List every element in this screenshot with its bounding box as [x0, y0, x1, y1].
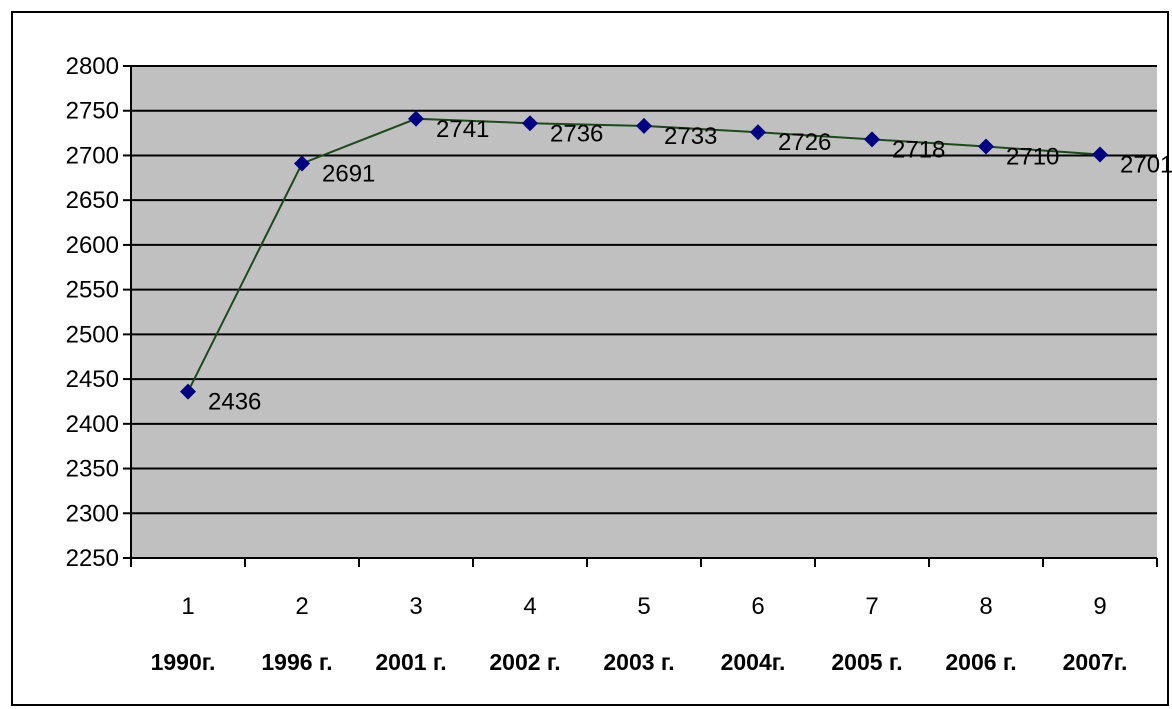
year-label: 2004г. — [721, 649, 786, 675]
year-label: 1990г. — [151, 649, 216, 675]
y-tick-label: 2750 — [66, 98, 119, 125]
data-point-marker — [522, 115, 538, 132]
year-label: 1996 г. — [261, 649, 332, 675]
x-tick-label: 3 — [409, 593, 422, 620]
data-point-marker — [1092, 146, 1108, 163]
axes — [123, 65, 1158, 567]
data-label: 2736 — [550, 120, 603, 147]
data-labels: 2436 2691 2741 2736 2733 2726 2718 2710 2701 — [208, 116, 1172, 416]
x-tick-label: 8 — [979, 593, 992, 620]
y-tick-label: 2450 — [66, 366, 119, 393]
data-label: 2710 — [1006, 144, 1059, 171]
year-label: 2003 г. — [603, 649, 674, 675]
year-label: 2001 г. — [375, 649, 446, 675]
data-label: 2436 — [208, 389, 261, 416]
y-tick-label: 2500 — [66, 321, 119, 348]
x-tick-label: 7 — [865, 593, 878, 620]
x-tick-label: 6 — [751, 593, 764, 620]
data-label: 2718 — [892, 136, 945, 163]
data-point-marker — [864, 131, 880, 148]
data-point-marker — [180, 383, 196, 400]
data-point-marker — [294, 155, 310, 172]
data-point-marker — [636, 117, 652, 134]
y-tick-label: 2350 — [66, 456, 119, 483]
y-tick-label: 2800 — [66, 53, 119, 80]
data-point-marker — [750, 124, 766, 141]
plot-area — [131, 66, 1157, 558]
data-point-marker — [978, 138, 994, 155]
y-tick-label: 2700 — [66, 142, 119, 169]
data-label: 2733 — [664, 123, 717, 150]
x-tick-label: 9 — [1093, 593, 1106, 620]
year-label: 2005 г. — [831, 649, 902, 675]
year-label: 2007г. — [1063, 649, 1128, 675]
x-tick-label: 4 — [523, 593, 536, 620]
y-tick-label: 2300 — [66, 500, 119, 527]
year-labels: 1990г. 1996 г. 2001 г. 2002 г. 2003 г. 2004г.… — [151, 649, 1128, 675]
data-label: 2701 — [1120, 152, 1172, 179]
x-tick-label: 2 — [295, 593, 308, 620]
y-tick-label: 2250 — [66, 545, 119, 572]
y-tick-label: 2600 — [66, 232, 119, 259]
x-tick-labels: 1 2 3 4 5 6 7 8 9 — [181, 593, 1106, 620]
y-tick-label: 2550 — [66, 277, 119, 304]
grid-lines — [131, 65, 1157, 515]
y-tick-label: 2650 — [66, 187, 119, 214]
data-point-marker — [408, 110, 424, 127]
y-tick-labels: 2250 2300 2350 2400 2450 2500 2550 2600 2650 2700… — [66, 53, 119, 572]
y-tick-label: 2400 — [66, 411, 119, 438]
data-label: 2691 — [322, 161, 375, 188]
x-tick-label: 5 — [637, 593, 650, 620]
x-tick-label: 1 — [181, 593, 194, 620]
markers — [180, 110, 1108, 400]
year-label: 2002 г. — [489, 649, 560, 675]
year-label: 2006 г. — [945, 649, 1016, 675]
data-label: 2741 — [436, 116, 489, 143]
data-label: 2726 — [778, 129, 831, 156]
plot-background — [131, 66, 1157, 558]
